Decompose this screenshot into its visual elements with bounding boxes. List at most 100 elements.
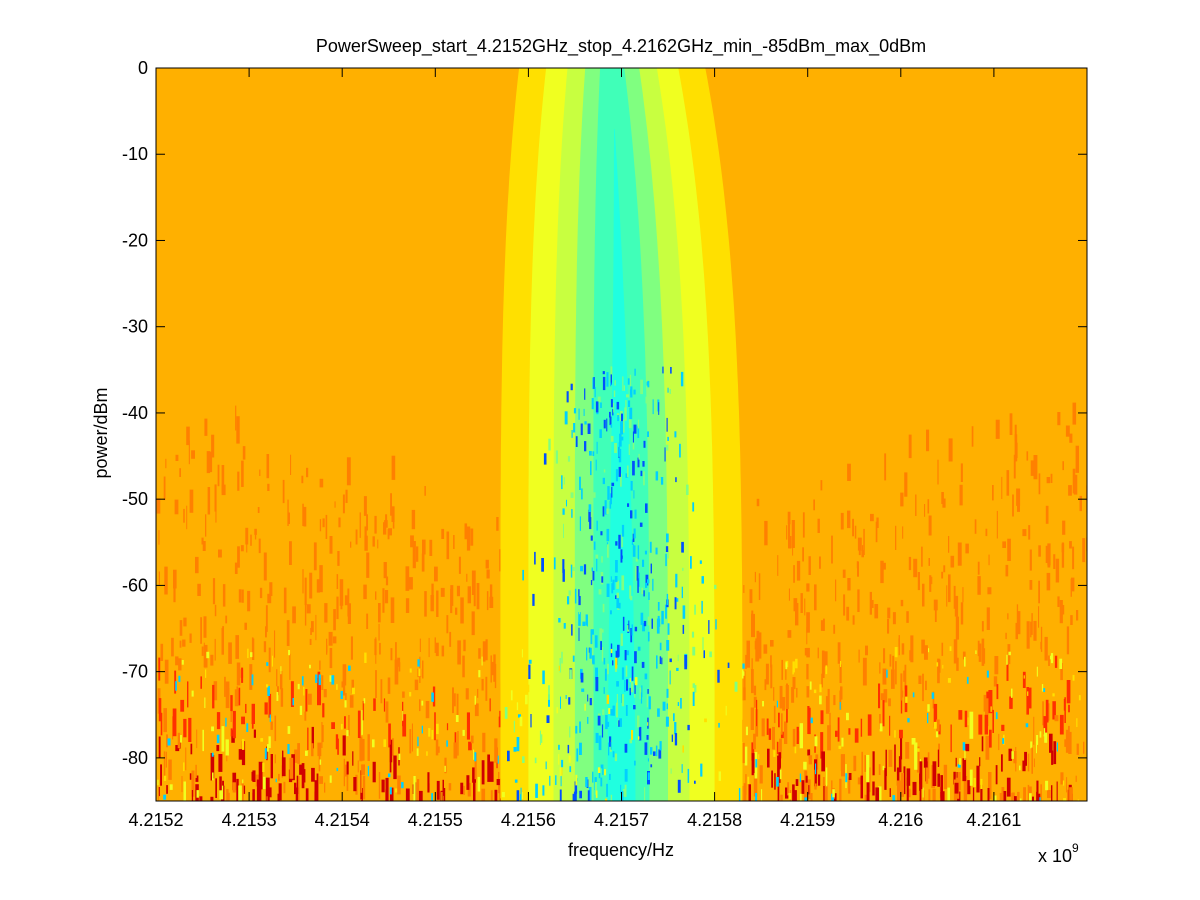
noise-streak <box>494 789 498 801</box>
noise-streak <box>466 712 470 740</box>
noise-streak <box>1017 791 1020 801</box>
dip-speckle <box>603 687 605 694</box>
noise-streak <box>847 510 851 529</box>
dip-speckle <box>619 718 622 727</box>
dip-speckle <box>646 381 649 386</box>
noise-fleck <box>682 745 684 753</box>
noise-fleck <box>364 652 367 663</box>
dip-speckle <box>644 742 648 755</box>
noise-streak <box>784 721 788 744</box>
dip-speckle <box>662 366 664 374</box>
dip-speckle <box>692 502 695 512</box>
dip-speckle <box>624 784 627 797</box>
noise-fleck <box>1049 655 1052 660</box>
noise-streak <box>165 458 167 469</box>
noise-fleck <box>519 716 523 727</box>
noise-fleck <box>819 684 822 693</box>
noise-streak <box>749 589 753 604</box>
noise-streak <box>393 755 397 780</box>
noise-streak <box>758 573 761 600</box>
dip-speckle <box>629 585 632 599</box>
noise-streak <box>953 639 958 664</box>
dip-speckle <box>585 614 588 626</box>
noise-streak <box>781 659 783 680</box>
noise-streak <box>919 785 922 801</box>
dip-speckle <box>701 576 704 584</box>
noise-streak <box>158 787 160 797</box>
noise-streak <box>410 535 414 548</box>
noise-streak <box>925 680 927 691</box>
dip-speckle <box>655 471 659 481</box>
dip-speckle <box>595 554 599 559</box>
noise-streak <box>918 675 922 684</box>
noise-streak <box>1043 721 1047 734</box>
noise-streak <box>1062 520 1066 535</box>
noise-streak <box>466 573 468 582</box>
noise-fleck <box>303 686 305 696</box>
dip-speckle <box>620 421 624 435</box>
dip-speckle <box>682 605 686 619</box>
dip-speckle <box>631 624 633 636</box>
noise-streak <box>931 576 933 585</box>
noise-fleck <box>266 662 269 666</box>
noise-streak <box>833 695 836 706</box>
noise-streak <box>874 604 879 619</box>
noise-fleck <box>216 734 220 744</box>
noise-streak <box>265 777 270 801</box>
noise-streak <box>493 654 496 682</box>
dip-speckle <box>609 493 612 505</box>
noise-streak <box>803 761 807 770</box>
dip-speckle <box>602 371 605 375</box>
noise-streak <box>818 774 821 786</box>
noise-streak <box>847 463 851 481</box>
dip-speckle <box>646 735 649 740</box>
noise-streak <box>383 698 386 712</box>
dip-speckle <box>616 596 620 609</box>
noise-streak <box>833 624 836 634</box>
noise-streak <box>878 786 882 801</box>
noise-streak <box>277 793 280 801</box>
noise-streak <box>311 743 314 757</box>
noise-streak <box>458 556 461 574</box>
noise-streak <box>210 796 214 801</box>
dip-speckle <box>589 691 592 700</box>
noise-fleck <box>589 647 592 659</box>
noise-streak <box>453 535 455 549</box>
noise-streak <box>241 741 246 766</box>
noise-streak <box>278 783 282 801</box>
noise-streak <box>195 764 197 778</box>
dip-speckle <box>568 590 571 596</box>
noise-streak <box>343 684 346 696</box>
noise-streak <box>839 778 842 801</box>
noise-streak <box>166 785 168 794</box>
dip-speckle <box>666 688 669 698</box>
noise-streak <box>989 729 992 748</box>
noise-streak <box>361 764 365 775</box>
noise-streak <box>942 498 946 508</box>
noise-streak <box>384 590 389 604</box>
noise-streak <box>237 471 240 491</box>
noise-fleck <box>1019 798 1022 801</box>
noise-fleck <box>416 748 419 756</box>
noise-fleck <box>608 708 611 714</box>
noise-streak <box>290 681 294 707</box>
noise-streak <box>998 733 1000 751</box>
dip-speckle <box>561 475 563 490</box>
dip-speckle <box>660 477 664 485</box>
noise-streak <box>301 763 305 789</box>
dip-speckle <box>593 492 596 498</box>
dip-speckle <box>590 580 593 586</box>
noise-streak <box>987 587 992 595</box>
noise-streak <box>984 714 988 735</box>
dip-speckle <box>606 583 610 597</box>
dip-speckle <box>645 503 648 513</box>
noise-fleck <box>474 752 477 762</box>
dip-speckle <box>640 692 643 704</box>
noise-streak <box>215 510 217 523</box>
noise-streak <box>992 709 994 733</box>
noise-streak <box>268 647 271 673</box>
noise-streak <box>1014 424 1017 441</box>
noise-streak <box>282 479 285 504</box>
noise-streak <box>1040 784 1042 801</box>
noise-streak <box>827 725 831 751</box>
